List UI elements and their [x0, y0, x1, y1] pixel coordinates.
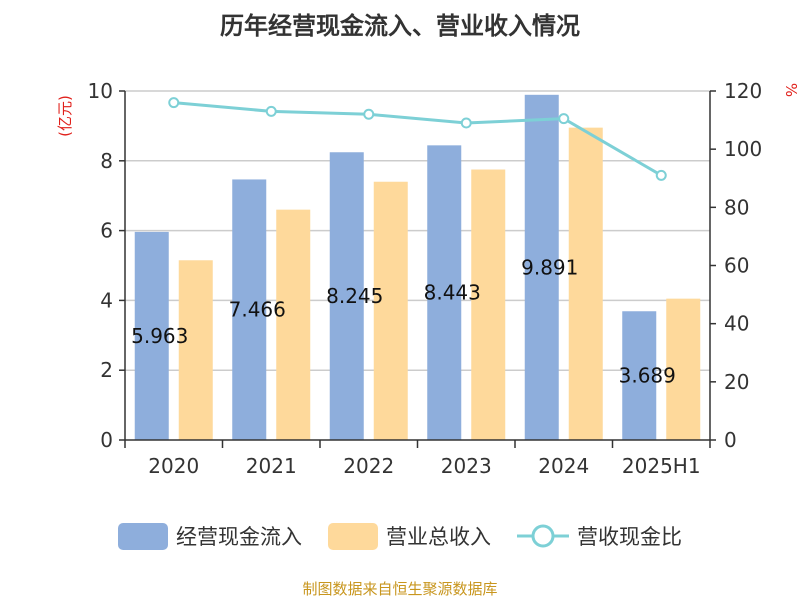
gridlines	[125, 90, 710, 371]
ratio-point[interactable]	[363, 108, 375, 120]
legend-label-cash-inflow: 经营现金流入	[176, 525, 302, 549]
right-tick-label: 0	[724, 428, 737, 452]
bar-value-label: 5.963	[131, 324, 188, 348]
bar-revenue[interactable]	[276, 209, 311, 440]
bar-value-label: 3.689	[619, 364, 676, 388]
legend-swatch-cash-inflow	[118, 522, 168, 550]
bar-cash-inflow[interactable]	[524, 94, 559, 440]
x-tick-label: 2022	[343, 454, 394, 478]
left-tick-label: 10	[88, 79, 113, 103]
bar-value-labels: 5.963 7.466 8.245 8.443 9.891 3.689	[131, 255, 676, 387]
x-tick-label: 2024	[538, 454, 589, 478]
x-axis-ticks: 2020 2021 2022 2023 2024 2025H1	[124, 440, 711, 478]
bar-value-label: 8.443	[424, 281, 481, 305]
right-tick-label: 20	[724, 370, 749, 394]
right-tick-label: 60	[724, 254, 749, 278]
bar-cash-inflow[interactable]	[427, 145, 462, 440]
x-tick-label: 2023	[441, 454, 492, 478]
legend-line-marker-icon	[517, 524, 569, 548]
ratio-line-path	[173, 101, 663, 177]
legend-swatch-revenue	[328, 522, 378, 550]
right-tick-label: 120	[724, 79, 762, 103]
ratio-line	[168, 97, 667, 181]
bars	[134, 94, 701, 441]
left-tick-label: 6	[100, 219, 113, 243]
chart-title: 历年经营现金流入、营业收入情况	[220, 12, 580, 40]
ratio-point[interactable]	[168, 97, 180, 109]
legend-item-cash-inflow[interactable]: 经营现金流入	[118, 521, 302, 551]
x-tick-label: 2020	[148, 454, 199, 478]
legend-label-revenue: 营业总收入	[386, 525, 491, 549]
right-axis-unit: %	[782, 83, 800, 97]
bar-revenue[interactable]	[568, 127, 603, 441]
x-tick-label: 2025H1	[622, 454, 701, 478]
left-tick-label: 0	[100, 428, 113, 452]
legend: 经营现金流入 营业总收入 营收现金比	[0, 518, 800, 554]
ratio-point[interactable]	[655, 169, 667, 181]
left-tick-label: 4	[100, 288, 113, 312]
left-axis-unit: (亿元)	[56, 95, 74, 137]
bar-value-label: 7.466	[229, 298, 286, 322]
bar-revenue[interactable]	[471, 169, 506, 440]
ratio-point[interactable]	[460, 117, 472, 129]
right-tick-label: 100	[724, 137, 762, 161]
left-axis-ticks: 0 2 4 6 8 10	[88, 79, 125, 452]
ratio-point[interactable]	[558, 113, 570, 125]
legend-item-revenue[interactable]: 营业总收入	[328, 521, 491, 551]
right-tick-label: 80	[724, 195, 749, 219]
bar-value-label: 9.891	[521, 255, 578, 279]
bar-revenue[interactable]	[178, 260, 213, 440]
left-tick-label: 2	[100, 358, 113, 382]
bar-revenue[interactable]	[666, 298, 701, 440]
bar-cash-inflow[interactable]	[134, 231, 169, 440]
bar-cash-inflow[interactable]	[329, 152, 364, 440]
source-note: 制图数据来自恒生聚源数据库	[302, 580, 498, 598]
right-axis-ticks: 0 20 40 60 80 100 120	[710, 79, 762, 452]
left-tick-label: 8	[100, 149, 113, 173]
legend-item-ratio[interactable]: 营收现金比	[517, 521, 682, 551]
bar-cash-inflow[interactable]	[622, 311, 657, 440]
ratio-point[interactable]	[265, 105, 277, 117]
right-tick-label: 40	[724, 312, 749, 336]
x-tick-label: 2021	[246, 454, 297, 478]
legend-label-ratio: 营收现金比	[577, 525, 682, 549]
bar-cash-inflow[interactable]	[232, 179, 267, 441]
bar-value-label: 8.245	[326, 284, 383, 308]
bar-revenue[interactable]	[373, 181, 408, 441]
